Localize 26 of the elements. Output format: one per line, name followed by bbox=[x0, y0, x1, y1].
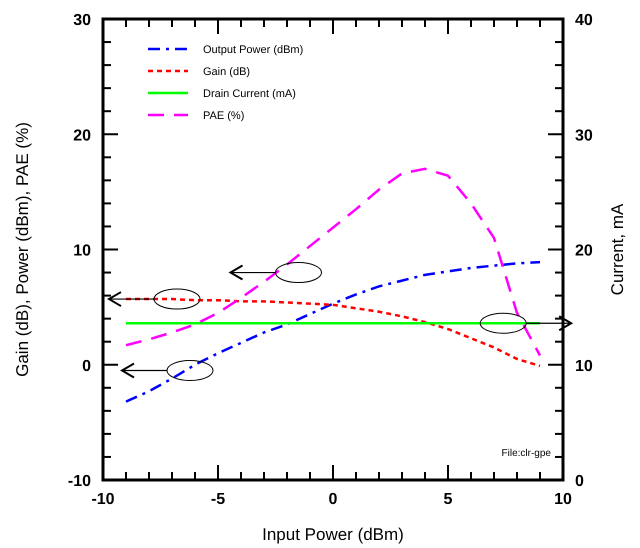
y2-tick-label: 20 bbox=[575, 242, 593, 260]
line-series bbox=[124, 298, 542, 368]
legend-label: Gain (dB) bbox=[203, 66, 250, 78]
x-axis-title: Input Power (dBm) bbox=[262, 525, 404, 544]
annotation: File:clr-gpe bbox=[502, 448, 552, 459]
y2-tick-label: 30 bbox=[575, 127, 593, 144]
y-axis-title: Gain (dB), Power (dBm), PAE (%) bbox=[13, 122, 32, 377]
y-tick-label: 20 bbox=[73, 127, 92, 144]
y2-tick-label: 40 bbox=[575, 12, 593, 29]
legend-label: Drain Current (mA) bbox=[203, 88, 296, 100]
y2-tick-label: 0 bbox=[575, 473, 584, 490]
x-tick-label: -5 bbox=[210, 491, 226, 508]
y-tick-label: 0 bbox=[82, 358, 92, 375]
x-tick-label: -10 bbox=[91, 491, 115, 508]
y-tick-label: -10 bbox=[68, 473, 92, 490]
y2-tick-label: 10 bbox=[575, 358, 593, 375]
line-series bbox=[124, 168, 542, 357]
y2-axis-title: Current, mA bbox=[608, 203, 627, 296]
legend-label: PAE (%) bbox=[203, 110, 244, 122]
y-tick-label: 10 bbox=[73, 242, 92, 260]
legend-label: Output Power (dBm) bbox=[203, 44, 304, 56]
line-series bbox=[124, 260, 542, 403]
y-tick-label: 30 bbox=[73, 12, 92, 29]
x-tick-label: 0 bbox=[328, 491, 338, 508]
x-tick-label: 10 bbox=[554, 491, 572, 508]
x-tick-label: 5 bbox=[444, 491, 453, 508]
